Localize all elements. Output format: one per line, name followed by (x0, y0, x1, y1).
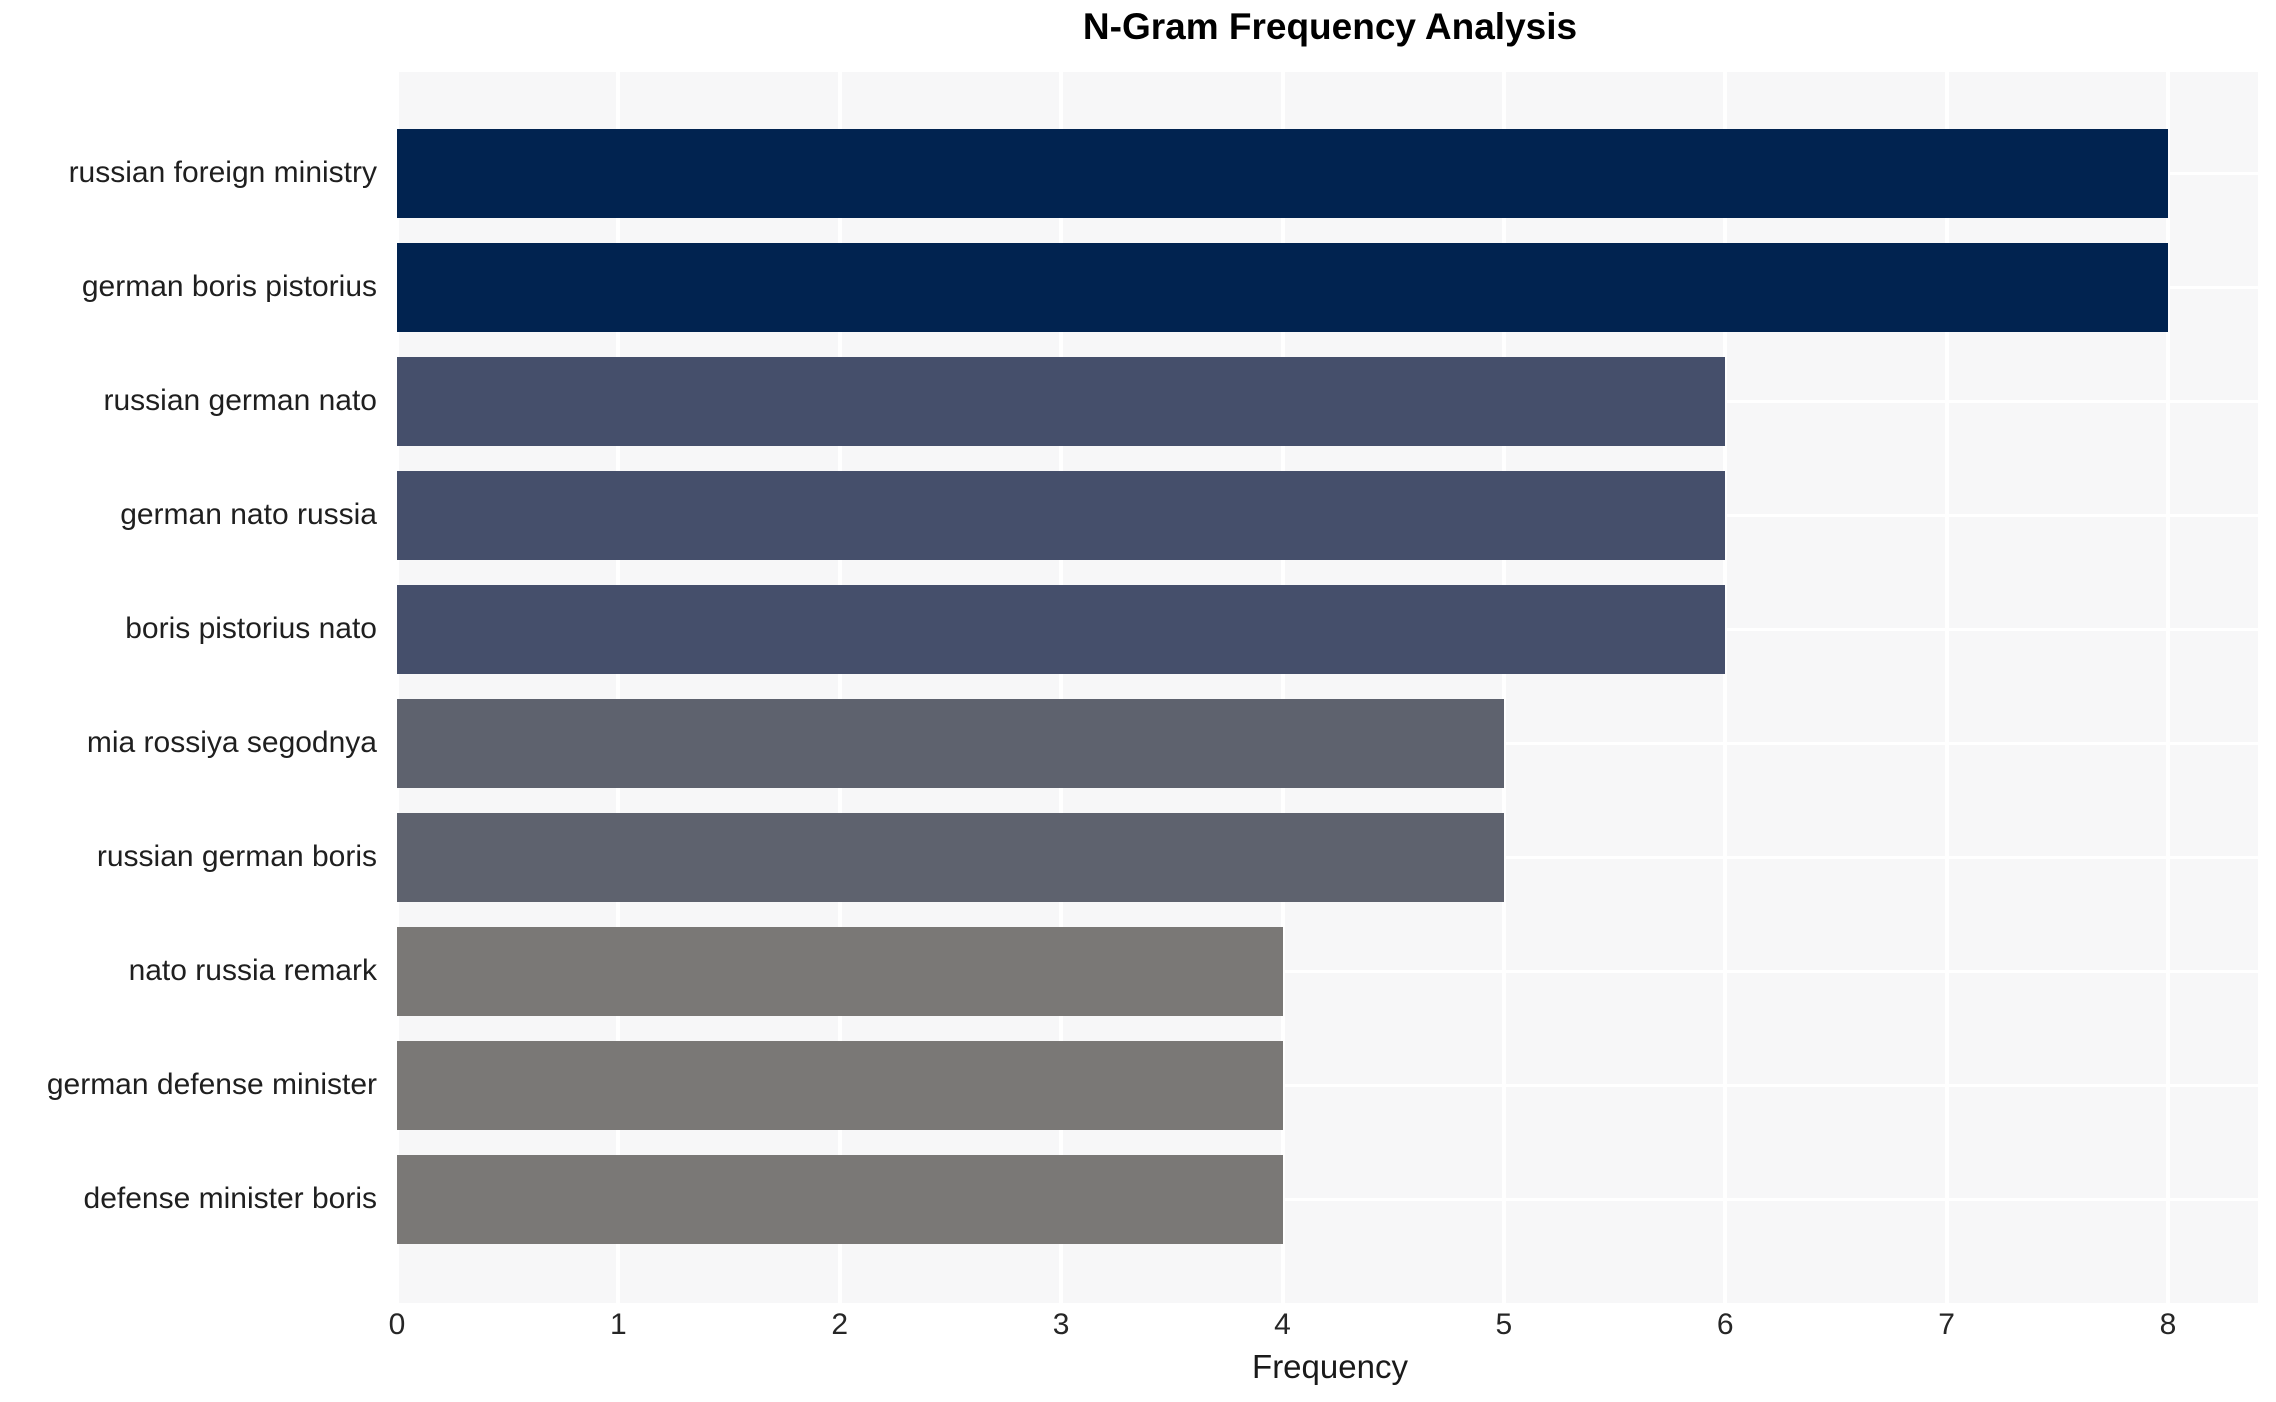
category-label: russian german nato (103, 384, 378, 417)
x-tick-label: 4 (1274, 1308, 1291, 1341)
category-label: russian german boris (96, 840, 377, 873)
bar (397, 584, 1726, 674)
gridline-horizontal (397, 1197, 2258, 1201)
category-label: german boris pistorius (81, 270, 377, 303)
bar (397, 1040, 1283, 1130)
bar (397, 1154, 1283, 1244)
bar (397, 812, 1504, 902)
x-tick-label: 5 (1495, 1308, 1513, 1341)
bar (397, 356, 1726, 446)
x-tick-label: 8 (2159, 1308, 2177, 1341)
category-label: russian foreign ministry (68, 156, 377, 189)
x-tick-label: 1 (610, 1308, 627, 1341)
bar (397, 242, 2168, 332)
category-label: nato russia remark (128, 954, 377, 987)
category-label: boris pistorius nato (125, 612, 377, 645)
gridline-vertical (1059, 72, 1064, 1303)
category-label: mia rossiya segodnya (86, 726, 377, 759)
bar (397, 926, 1283, 1016)
gridline-vertical (1944, 72, 1949, 1303)
category-label: german defense minister (46, 1068, 377, 1101)
gridline-vertical (616, 72, 621, 1303)
bar (397, 698, 1504, 788)
gridline-horizontal (397, 969, 2258, 973)
x-tick-label: 0 (388, 1308, 406, 1341)
gridline-vertical (1280, 72, 1285, 1303)
chart-title: N-Gram Frequency Analysis (1082, 6, 1578, 47)
gridline-horizontal (397, 1083, 2258, 1087)
plot-area (395, 72, 2258, 1303)
category-label: german nato russia (120, 498, 377, 531)
bar (397, 470, 1726, 560)
x-tick-label: 7 (1938, 1308, 1955, 1341)
gridline-vertical (2166, 72, 2170, 1303)
gridline-vertical (837, 72, 842, 1303)
x-axis-label: Frequency (1252, 1348, 1408, 1385)
gridline-vertical (1723, 72, 1728, 1303)
x-tick-label: 3 (1052, 1308, 1070, 1341)
gridline-vertical (1501, 72, 1506, 1303)
x-tick-label: 2 (831, 1308, 849, 1341)
category-label: defense minister boris (83, 1182, 377, 1215)
bar (397, 128, 2168, 218)
gridline-vertical (395, 72, 399, 1303)
x-tick-label: 6 (1716, 1308, 1734, 1341)
